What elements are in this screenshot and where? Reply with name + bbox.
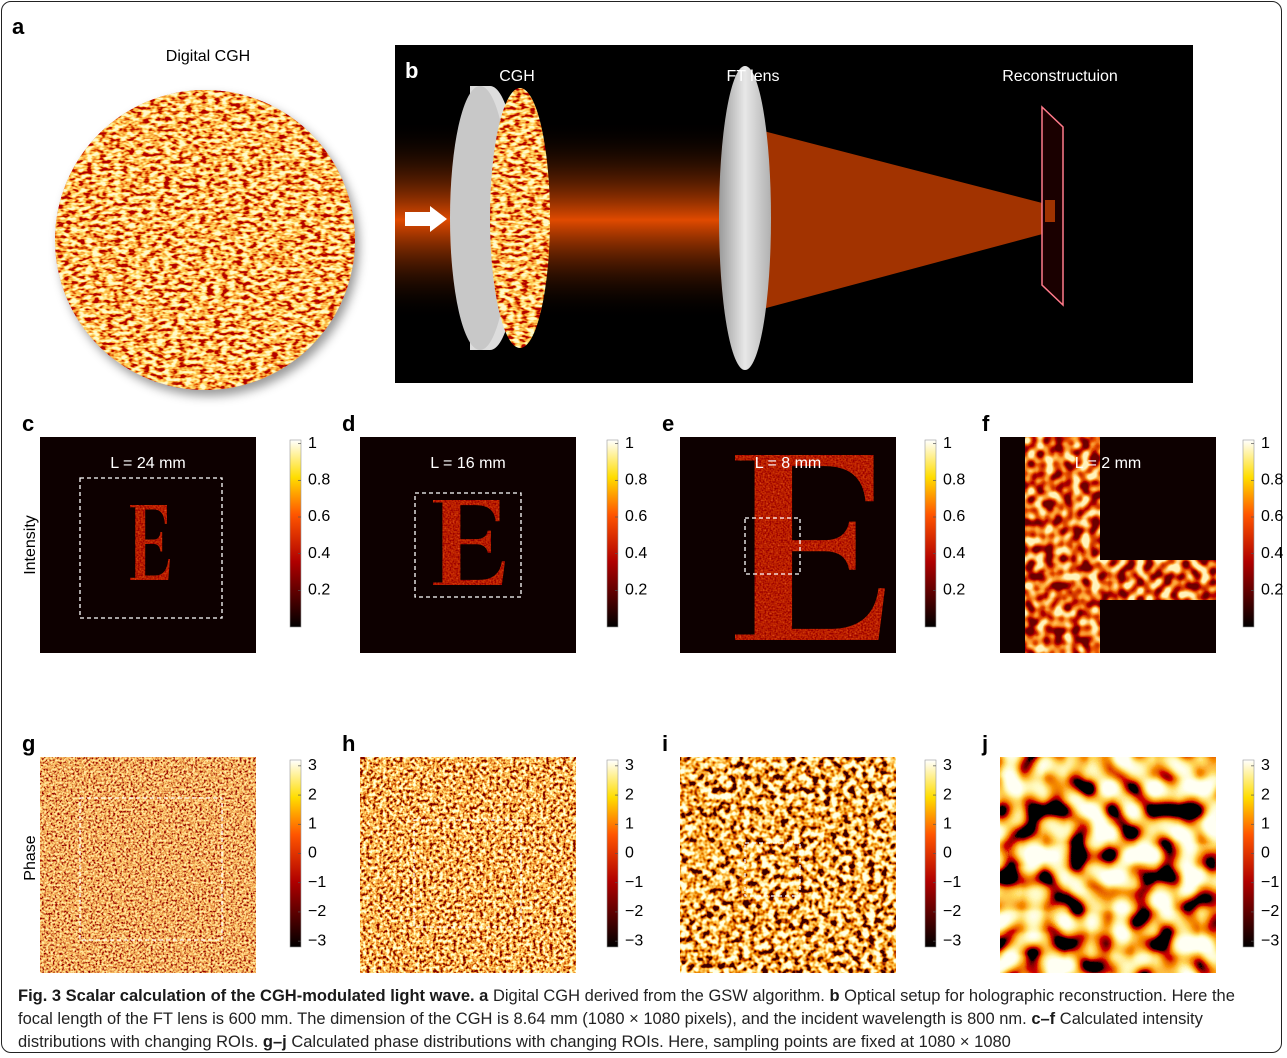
colorbar-tick-label: 1 [1261,435,1270,452]
colorbar-tick-label: 1 [625,816,634,833]
component-label: Reconstructuion [1002,68,1118,85]
colorbar-tick-label: 3 [625,757,634,774]
colorbar-tick-label: 1 [625,435,634,452]
colorbar-tick-label: 2 [625,786,634,803]
colorbar-tick-label: 0 [943,845,952,862]
colorbar-tick-label: 0 [308,845,317,862]
colorbar-tick-label: 2 [943,786,952,803]
row-label: Intensity [22,515,39,575]
colorbar-tick-label: 1 [943,435,952,452]
panel-label: b [405,58,418,83]
colorbar-tick-label: 0.6 [308,508,330,525]
caption-bold: c–f [1031,1010,1055,1028]
phase-image [1000,757,1216,973]
caption-bold: a [479,987,488,1005]
panel-label: i [662,731,668,756]
component-label: FT lens [726,68,779,85]
caption-text: Calculated phase distributions with chan… [291,1033,1011,1051]
cgh-face [490,88,550,348]
colorbar-tick-label: 0.8 [308,472,330,489]
colorbar-tick-label: 3 [943,757,952,774]
colorbar-tick-label: 0.6 [625,508,647,525]
colorbar-tick-label: 0 [1261,845,1270,862]
phase-image [680,757,896,973]
row-label: Phase [22,835,39,880]
colorbar-tick-label: −1 [308,874,326,891]
caption-bold: b [829,987,839,1005]
roi-size-label: L = 24 mm [110,455,185,472]
colorbar-tick-label: 0.4 [625,545,647,562]
colorbar-tick-label: 0.4 [1261,545,1283,562]
colorbar-tick-label: 3 [1261,757,1270,774]
roi-size-label: L = 2 mm [1075,455,1142,472]
cgh-pattern [55,90,355,390]
colorbar-tick-label: 1 [943,816,952,833]
colorbar-tick-label: −1 [943,874,961,891]
colorbar-tick-label: 1 [308,816,317,833]
panel-label: h [342,731,355,756]
colorbar [290,440,301,627]
colorbar-tick-label: −2 [1261,903,1279,920]
colorbar-tick-label: 0.4 [943,545,965,562]
caption: Fig. 3 Scalar calculation of the CGH-mod… [18,985,1268,1054]
beam [395,120,740,320]
colorbar-tick-label: −2 [308,903,326,920]
colorbar-tick-label: 0.6 [943,508,965,525]
colorbar-tick-label: −2 [943,903,961,920]
colorbar-tick-label: −3 [308,932,326,949]
roi-size-label: L = 8 mm [755,455,822,472]
colorbar-tick-label: 0.8 [1261,472,1283,489]
phase-image [360,757,576,973]
panel-title: Digital CGH [166,48,250,65]
colorbar-tick-label: −3 [625,932,643,949]
colorbar-tick-label: −3 [943,932,961,949]
caption-bold: g–j [263,1033,287,1051]
colorbar-tick-label: 0.2 [943,582,965,599]
colorbar-tick-label: 0.2 [308,582,330,599]
page: a Digital CGH b CGH FT lens Reconstructu… [0,0,1287,1058]
reconstruction-spot [1045,200,1055,222]
colorbar-tick-label: 0.2 [1261,582,1283,599]
colorbar-tick-label: 0.6 [1261,508,1283,525]
colorbar-tick-label: −1 [625,874,643,891]
panel-label: f [982,411,990,436]
colorbar-tick-label: 2 [1261,786,1270,803]
colorbar-tick-label: −1 [1261,874,1279,891]
colorbar-tick-label: 0.4 [308,545,330,562]
panel-label: d [342,411,355,436]
figure: a Digital CGH b CGH FT lens Reconstructu… [0,0,1287,980]
colorbar [1243,440,1254,627]
colorbar-tick-label: 0.2 [625,582,647,599]
ft-lens [719,66,771,370]
panel-label: g [22,731,35,756]
colorbar-tick-label: 0.8 [943,472,965,489]
colorbar-tick-label: 0 [625,845,634,862]
colorbar-tick-label: 1 [308,435,317,452]
colorbar-tick-label: 3 [308,757,317,774]
panel-label: j [981,731,988,756]
colorbar [607,440,618,627]
colorbar-tick-label: 2 [308,786,317,803]
roi-size-label: L = 16 mm [430,455,505,472]
caption-bold: Fig. 3 Scalar calculation of the CGH-mod… [18,987,475,1005]
component-label: CGH [499,68,535,85]
colorbar-tick-label: 1 [1261,816,1270,833]
colorbar-tick-label: −3 [1261,932,1279,949]
colorbar-tick-label: 0.8 [625,472,647,489]
colorbar [925,440,936,627]
colorbar-tick-label: −2 [625,903,643,920]
panel-label: c [22,411,34,436]
panel-label: e [662,411,674,436]
caption-text: Digital CGH derived from the GSW algorit… [493,987,825,1005]
panel-label: a [12,14,25,39]
